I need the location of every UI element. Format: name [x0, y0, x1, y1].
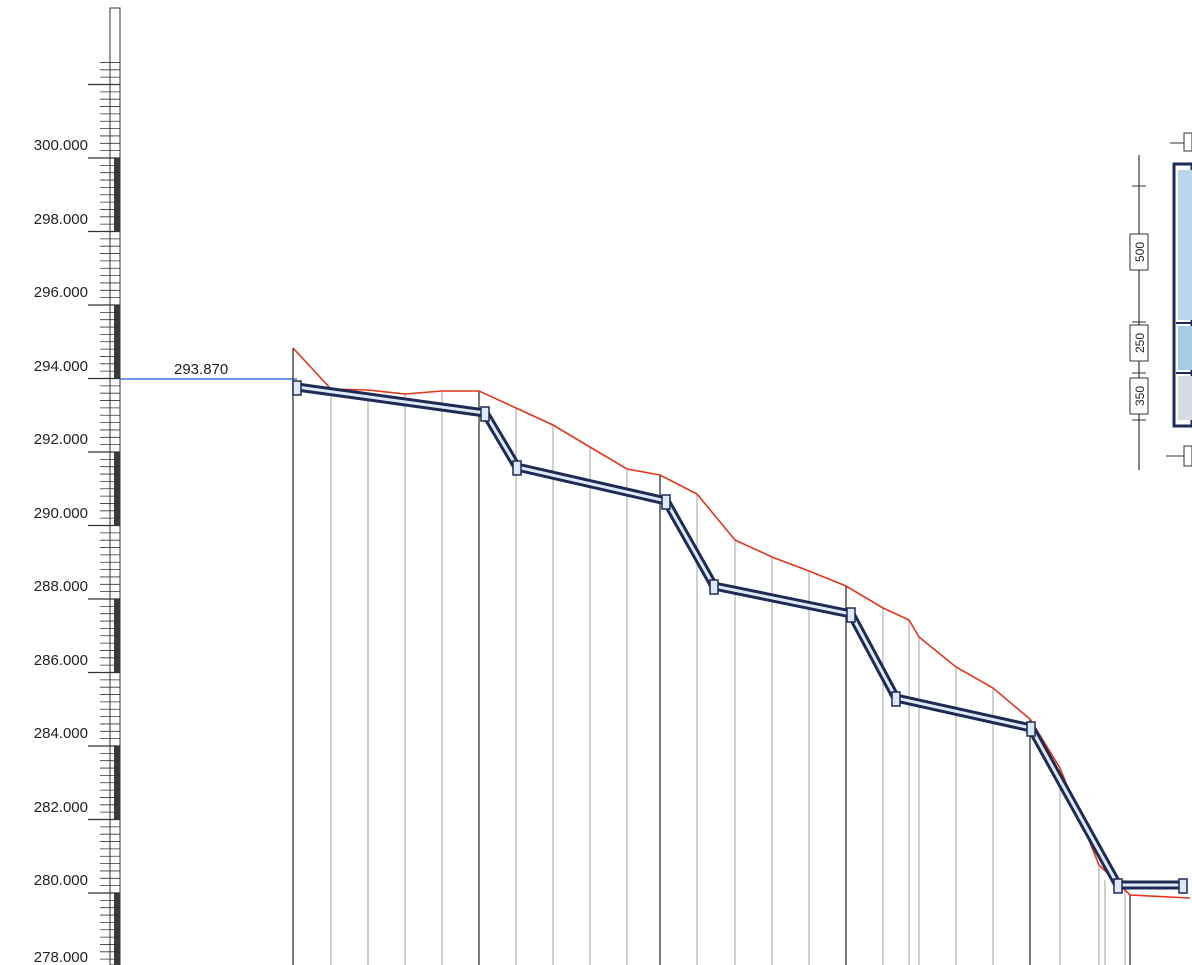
- elevation-label-280: 280.000: [34, 872, 88, 889]
- elevation-label-284: 284.000: [34, 725, 88, 742]
- joint-markers: [292, 380, 1188, 894]
- elevation-label-282: 282.000: [34, 799, 88, 816]
- dimension-box-500: 500: [1129, 233, 1149, 271]
- joint-marker: [891, 691, 901, 707]
- ground-line: [292, 347, 1191, 899]
- structure-outer-line: [296, 382, 1183, 890]
- elevation-label-294: 294.000: [34, 358, 88, 375]
- section-hatch-lower: [1178, 326, 1192, 370]
- elevation-label-290: 290.000: [34, 505, 88, 522]
- joint-marker: [846, 607, 856, 623]
- elevation-label-292: 292.000: [34, 431, 88, 448]
- section-hatch-base: [1178, 376, 1192, 420]
- reference-level: 293.870: [120, 361, 297, 380]
- dimension-box-250: 250: [1129, 324, 1149, 362]
- stepped-channel-structure: [292, 380, 1188, 894]
- elevation-label-286: 286.000: [34, 652, 88, 669]
- elevation-label-300: 300.000: [34, 137, 88, 154]
- structure-inner-line: [296, 385, 1183, 887]
- section-marker-bottom: [1183, 445, 1192, 467]
- station-lines: [292, 348, 1131, 965]
- scale-block: [114, 893, 120, 965]
- joint-marker: [709, 579, 719, 595]
- section-hatch-upper: [1178, 170, 1192, 320]
- joint-marker: [512, 460, 522, 476]
- scale-ticks: [88, 62, 120, 965]
- cross-section-detail: 500 250 350: [1129, 132, 1192, 470]
- dimension-label-350: 350: [1133, 386, 1147, 406]
- dimension-label-500: 500: [1133, 242, 1147, 262]
- dimension-box-350: 350: [1129, 377, 1149, 415]
- joint-marker: [1026, 721, 1036, 737]
- joint-marker: [1113, 878, 1123, 894]
- elevation-label-298: 298.000: [34, 211, 88, 228]
- scale-labels: 300.000 298.000 296.000 294.000 292.000 …: [34, 137, 88, 965]
- elevation-label-296: 296.000: [34, 284, 88, 301]
- joint-marker: [1178, 878, 1188, 894]
- joint-marker: [480, 406, 490, 422]
- section-marker-top: [1183, 132, 1192, 152]
- reference-level-label: 293.870: [174, 361, 228, 378]
- joint-marker: [292, 380, 302, 396]
- elevation-label-288: 288.000: [34, 578, 88, 595]
- elevation-label-278: 278.000: [34, 949, 88, 965]
- dimension-label-250: 250: [1133, 333, 1147, 353]
- elevation-scale: 300.000 298.000 296.000 294.000 292.000 …: [34, 7, 121, 965]
- joint-marker: [661, 494, 671, 510]
